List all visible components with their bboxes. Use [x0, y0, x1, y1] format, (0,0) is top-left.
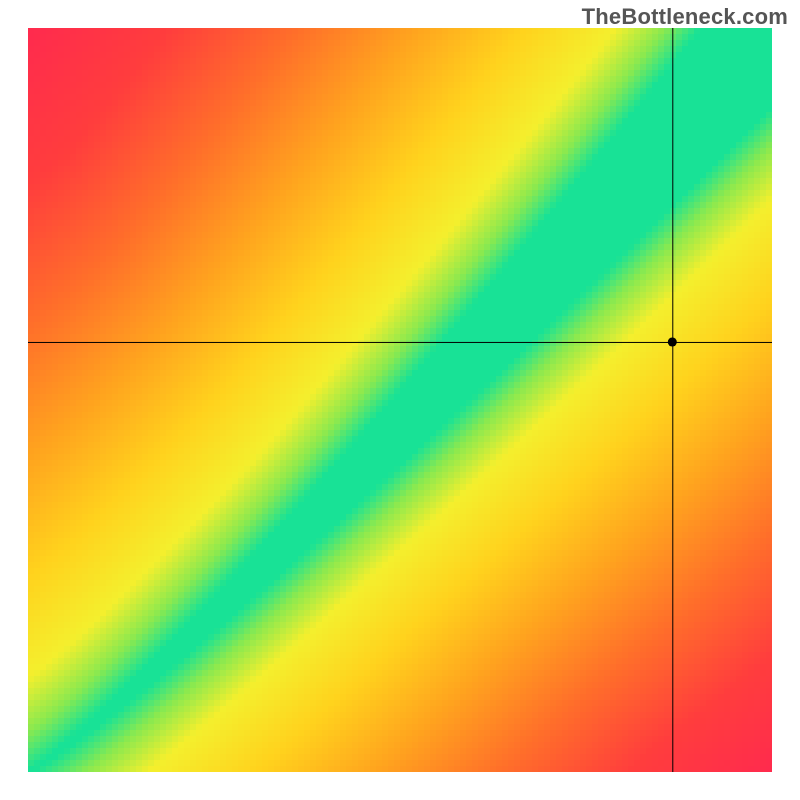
watermark-text: TheBottleneck.com [582, 4, 788, 30]
bottleneck-heatmap [28, 28, 772, 772]
chart-container: TheBottleneck.com [0, 0, 800, 800]
